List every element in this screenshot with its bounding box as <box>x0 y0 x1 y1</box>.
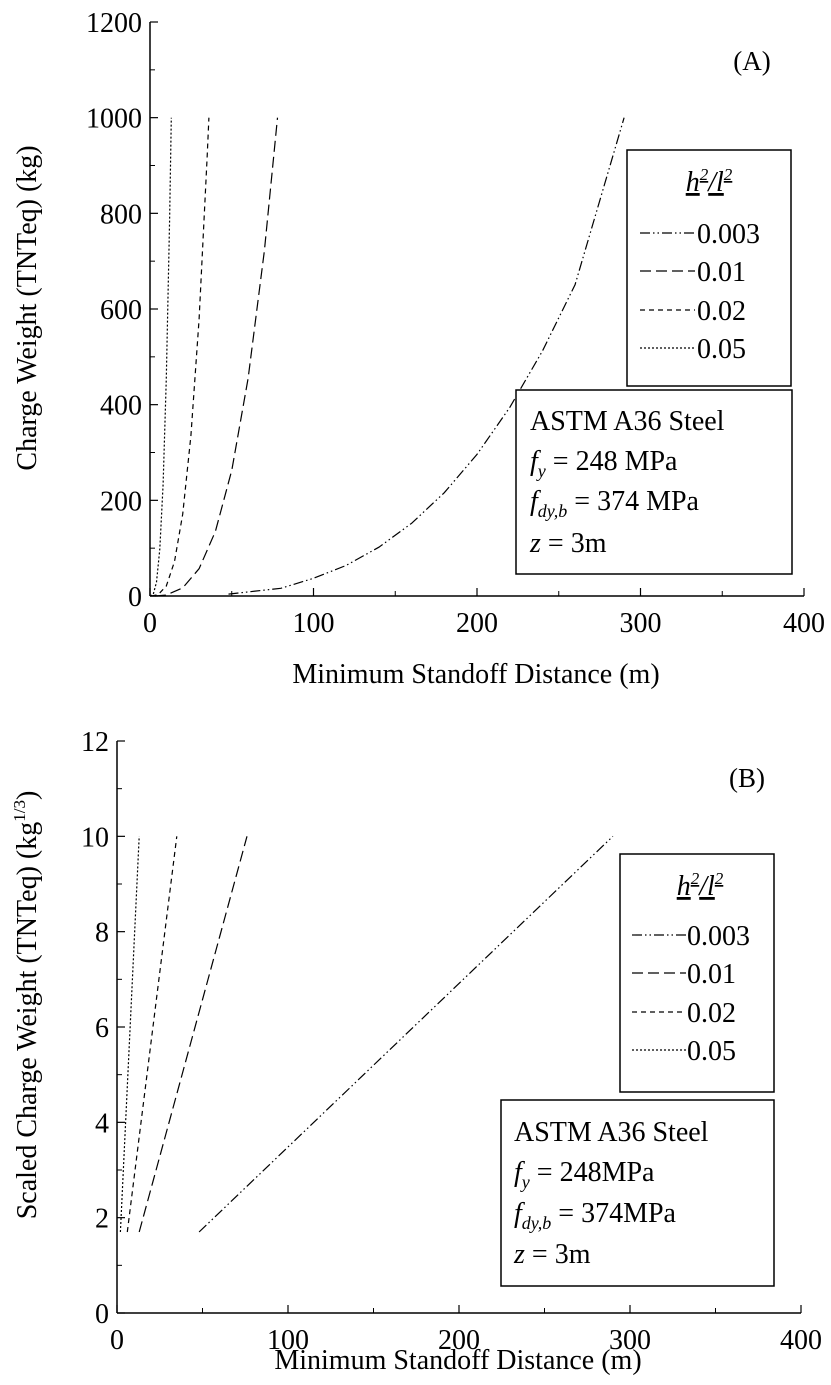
plot-area-b: 0 100 200 300 400 0 2 4 6 8 10 12 <box>81 727 822 1356</box>
annotation-fy-b: fy = 248MPa <box>514 1157 655 1192</box>
x-tick-label-0-a: 0 <box>143 608 157 639</box>
annotation-material-a: ASTM A36 Steel <box>530 406 725 437</box>
legend-title-a: h2/l2 <box>686 165 733 198</box>
x-tick-label-300-a: 300 <box>620 608 662 639</box>
series-line-002-b <box>126 836 178 1233</box>
y-tick-label-1200-a: 1200 <box>86 8 142 39</box>
y-tick-label-12-b: 12 <box>81 727 109 758</box>
x-tick-label-200-a: 200 <box>456 608 498 639</box>
material-annotation-a: ASTM A36 Steel fy = 248 MPa fdy,b = 374 … <box>515 389 793 575</box>
annotation-material-b: ASTM A36 Steel <box>514 1117 709 1148</box>
series-line-001-b <box>138 836 248 1233</box>
legend-box-a <box>626 149 792 387</box>
panel-label-a: (A) <box>733 46 770 76</box>
x-tick-label-400-b: 400 <box>780 1325 822 1356</box>
chart-panel-a: 0 100 200 300 400 0 200 400 600 800 1000 1200 (A) M… <box>12 8 825 690</box>
y-tick-label-0-a: 0 <box>128 582 142 613</box>
y-tick-label-800-a: 800 <box>100 199 142 230</box>
series-line-005-b <box>119 836 140 1233</box>
y-tick-label-2-b: 2 <box>95 1204 109 1235</box>
legend-a: h2/l2 0.003 0.01 0.02 0.05 <box>626 149 792 387</box>
annotation-box-a <box>515 389 793 575</box>
annotation-z-a: z = 3m <box>529 528 607 559</box>
series-line-001-a <box>154 117 279 597</box>
annotation-box-b <box>500 1099 775 1287</box>
y-axis-title-a: Charge Weight (TNTeq) (kg) <box>12 145 43 470</box>
y-tick-label-8-b: 8 <box>95 918 109 949</box>
y-tick-label-400-a: 400 <box>100 391 142 422</box>
legend-label-005-b: 0.05 <box>687 1036 736 1067</box>
legend-label-001-a: 0.01 <box>697 257 746 288</box>
annotation-fy-a: fy = 248 MPa <box>530 446 678 481</box>
series-line-002-a <box>151 117 210 597</box>
annotation-fdyb-b: fdy,b = 374MPa <box>514 1198 677 1233</box>
legend-label-0003-a: 0.003 <box>697 219 760 250</box>
y-axis-title-b: Scaled Charge Weight (TNTeq) (kg1/3) <box>10 791 43 1220</box>
x-tick-label-100-b: 100 <box>267 1325 309 1356</box>
legend-label-005-a: 0.05 <box>697 334 746 365</box>
material-annotation-b: ASTM A36 Steel fy = 248MPa fdy,b = 374MP… <box>500 1099 775 1287</box>
legend-label-001-b: 0.01 <box>687 959 736 990</box>
legend-title-b: h2/l2 <box>677 869 724 902</box>
annotation-z-b: z = 3m <box>513 1239 591 1270</box>
y-tick-label-600-a: 600 <box>100 295 142 326</box>
legend-label-002-a: 0.02 <box>697 296 746 327</box>
legend-b: h2/l2 0.003 0.01 0.02 0.05 <box>619 853 775 1093</box>
series-line-0003-b <box>198 835 614 1233</box>
y-tick-label-6-b: 6 <box>95 1013 109 1044</box>
y-tick-label-4-b: 4 <box>95 1108 109 1139</box>
panel-label-b: (B) <box>729 763 765 793</box>
y-tick-label-10-b: 10 <box>81 822 109 853</box>
series-line-0003-a <box>228 117 625 595</box>
x-axis-title-b: Minimum Standoff Distance (m) <box>274 1345 641 1376</box>
x-tick-label-200-b: 200 <box>438 1325 480 1356</box>
annotation-fdyb-a: fdy,b = 374 MPa <box>530 486 700 521</box>
series-line-005-a <box>149 117 172 597</box>
plot-area-a: 0 100 200 300 400 0 200 400 600 800 1000 1200 <box>86 8 825 639</box>
x-tick-label-100-a: 100 <box>293 608 335 639</box>
legend-label-002-b: 0.02 <box>687 998 736 1029</box>
legend-label-0003-b: 0.003 <box>687 921 750 952</box>
y-tick-label-0-b: 0 <box>95 1299 109 1330</box>
x-tick-label-400-a: 400 <box>783 608 825 639</box>
legend-box-b <box>619 853 775 1093</box>
x-axis-title-a: Minimum Standoff Distance (m) <box>292 659 659 690</box>
chart-panel-b: 0 100 200 300 400 0 2 4 6 8 10 12 (B) Minimum Stand… <box>10 727 822 1376</box>
x-tick-label-0-b: 0 <box>110 1325 124 1356</box>
x-tick-label-300-b: 300 <box>609 1325 651 1356</box>
y-tick-label-1000-a: 1000 <box>86 104 142 135</box>
y-tick-label-200-a: 200 <box>100 486 142 517</box>
